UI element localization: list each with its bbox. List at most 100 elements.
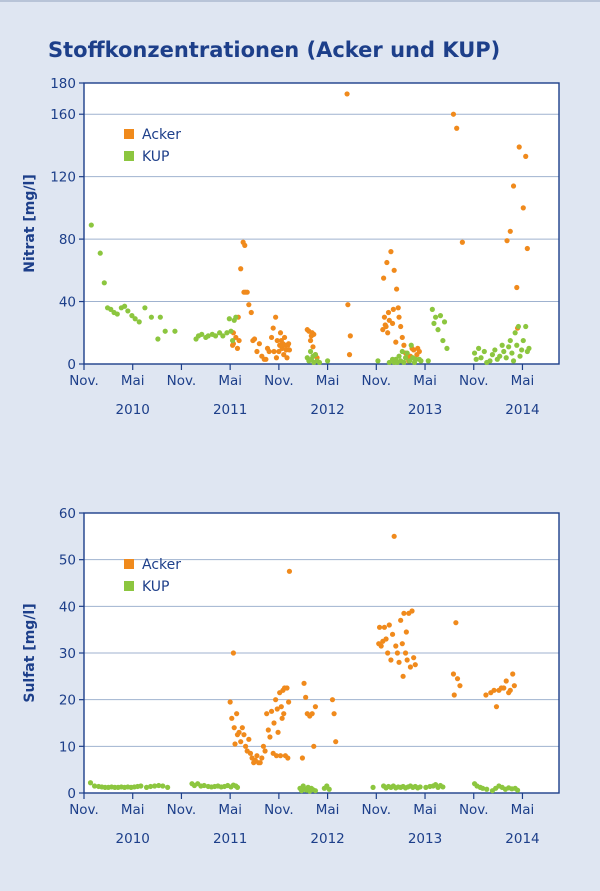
sulfat-point-acker [241, 732, 247, 738]
nitrat-point-kup [515, 323, 522, 330]
sulfat-x-tick-label: Nov. [69, 802, 99, 818]
nitrat-point-kup [114, 311, 120, 317]
nitrat-legend-label-kup: KUP [142, 149, 170, 165]
sulfat-legend-label-kup: KUP [142, 579, 170, 595]
sulfat-point-acker [234, 711, 240, 717]
nitrat-point-acker [238, 266, 244, 272]
sulfat-point-kup [440, 784, 446, 790]
sulfat-point-acker [386, 622, 392, 628]
nitrat-point-kup [408, 342, 414, 348]
nitrat-point-acker [389, 320, 396, 327]
sulfat-point-acker [454, 676, 461, 682]
nitrat-point-kup [435, 327, 441, 333]
sulfat-point-acker [285, 755, 291, 761]
nitrat-point-kup [402, 355, 409, 361]
sulfat-point-acker [385, 650, 391, 656]
sulfat-point-acker [267, 734, 273, 740]
nitrat-point-kup [517, 353, 523, 359]
sulfat-y-tick-label: 60 [59, 506, 76, 522]
sulfat-point-acker [398, 617, 404, 623]
nitrat-x-tick-label: Nov. [362, 373, 392, 389]
sulfat-point-acker [407, 664, 414, 670]
nitrat-point-kup [132, 316, 138, 322]
nitrat-point-acker [273, 314, 279, 320]
nitrat-point-acker [274, 337, 280, 344]
nitrat-point-kup [476, 345, 482, 351]
sulfat-point-kup [417, 784, 423, 790]
sulfat-point-acker [409, 608, 415, 614]
sulfat-x-tick-label: Mai [316, 802, 340, 818]
nitrat-point-kup [142, 305, 148, 311]
nitrat-point-kup [431, 320, 437, 327]
sulfat-point-kup [160, 783, 166, 789]
sulfat-legend-swatch-kup [124, 581, 134, 591]
sulfat-point-acker [273, 697, 279, 703]
sulfat-y-tick-label: 40 [59, 599, 76, 615]
sulfat-point-acker [483, 692, 489, 698]
nitrat-y-tick-label: 160 [50, 107, 76, 123]
nitrat-point-kup [478, 355, 484, 361]
nitrat-point-acker [246, 302, 252, 308]
nitrat-point-kup [212, 333, 219, 339]
nitrat-point-kup [492, 347, 498, 353]
sulfat-point-kup [156, 782, 162, 789]
nitrat-point-acker [268, 334, 275, 341]
nitrat-point-acker [416, 348, 422, 355]
nitrat-point-kup [512, 330, 518, 336]
nitrat-point-kup [509, 350, 515, 356]
sulfat-year-label: 2013 [408, 831, 442, 847]
sulfat-x-tick-label: Mai [218, 802, 242, 818]
sulfat-point-acker [402, 650, 409, 656]
nitrat-point-acker [386, 317, 392, 323]
sulfat-point-acker [264, 711, 270, 717]
sulfat-point-acker [227, 699, 233, 705]
sulfat-point-acker [303, 694, 309, 700]
sulfat-x-tick-label: Nov. [264, 802, 294, 818]
sulfat-point-acker [273, 753, 280, 759]
nitrat-y-axis-title: Nitrat [mg/l] [22, 174, 38, 272]
nitrat-point-acker [236, 337, 242, 344]
sulfat-point-acker [511, 683, 517, 689]
sulfat-point-acker [503, 678, 509, 684]
sulfat-point-acker [450, 671, 457, 677]
nitrat-x-tick-label: Mai [121, 373, 145, 389]
sulfat-point-acker [286, 699, 292, 705]
sulfat-point-acker [236, 729, 242, 735]
sulfat-year-label: 2011 [213, 831, 247, 847]
nitrat-point-kup [157, 314, 163, 320]
nitrat-x-tick-label: Nov. [69, 373, 99, 389]
sulfat-point-acker [333, 739, 339, 745]
nitrat-point-kup [101, 280, 107, 286]
nitrat-point-acker [398, 323, 404, 330]
sulfat-point-acker [396, 659, 402, 665]
nitrat-point-acker [395, 305, 401, 311]
nitrat-point-acker [344, 91, 350, 97]
sulfat-point-acker [271, 720, 277, 726]
nitrat-point-acker [256, 341, 262, 347]
nitrat-point-acker [281, 334, 288, 341]
sulfat-point-acker [378, 643, 384, 649]
sulfat-point-acker [301, 680, 307, 686]
sulfat-point-acker [404, 657, 410, 663]
nitrat-point-kup [425, 358, 431, 364]
nitrat-point-kup [432, 314, 439, 320]
nitrat-point-kup [506, 344, 512, 350]
sulfat-legend-label-acker: Acker [142, 557, 181, 573]
nitrat-point-kup [497, 353, 503, 359]
nitrat-y-tick-label: 180 [50, 76, 76, 92]
nitrat-point-acker [514, 284, 520, 291]
nitrat-point-acker [504, 238, 510, 244]
nitrat-point-kup [226, 316, 232, 322]
nitrat-point-kup [386, 359, 392, 366]
sulfat-point-acker [401, 610, 407, 616]
sulfat-point-acker [260, 743, 267, 749]
nitrat-point-acker [273, 355, 280, 361]
chart-title: Stoffkonzentrationen (Acker und KUP) [48, 38, 501, 62]
nitrat-point-kup [108, 306, 114, 312]
nitrat-point-kup [399, 348, 405, 355]
nitrat-point-acker [311, 331, 317, 337]
nitrat-point-acker [516, 144, 522, 150]
nitrat-point-kup [316, 359, 323, 366]
nitrat-point-kup [526, 345, 532, 351]
sulfat-point-acker [265, 727, 271, 733]
